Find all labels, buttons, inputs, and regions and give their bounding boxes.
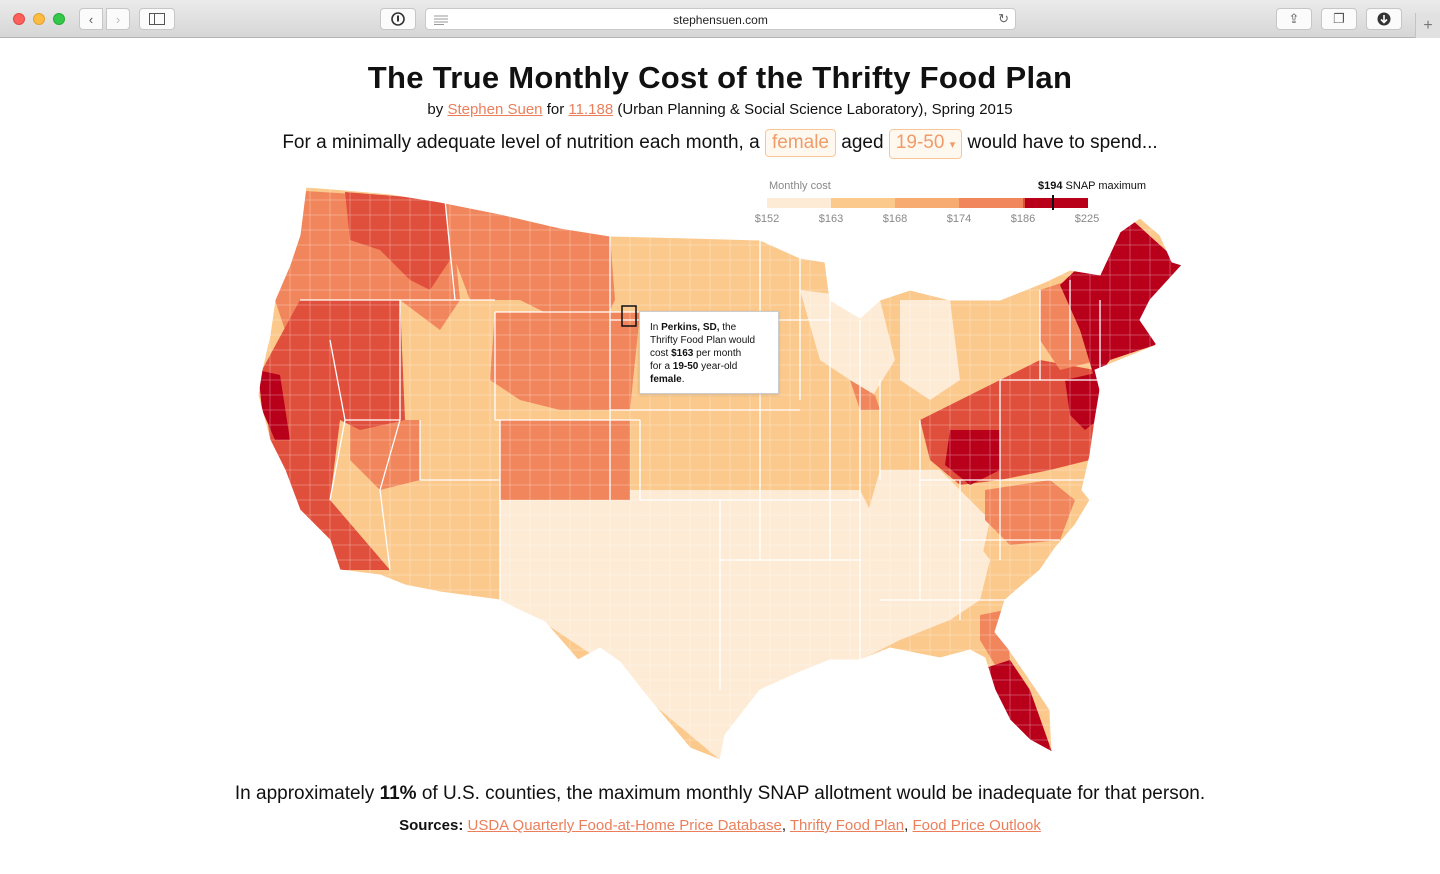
legend-tick-label: $186: [1010, 213, 1036, 225]
highlighted-county[interactable]: [621, 305, 637, 327]
reload-icon[interactable]: ↻: [998, 11, 1009, 26]
source-link-price-database[interactable]: USDA Quarterly Food-at-Home Price Databa…: [467, 817, 782, 834]
legend-scale: [767, 198, 1088, 208]
snap-label: SNAP maximum: [1065, 180, 1147, 192]
privacy-report-button[interactable]: [380, 8, 416, 30]
page-title: The True Monthly Cost of the Thrifty Foo…: [367, 60, 1073, 95]
caret-down-icon: ▾: [949, 139, 956, 151]
county-regions: [258, 187, 1182, 760]
question-sentence: For a minimally adequate level of nutrit…: [0, 128, 1440, 159]
tooltip-text: per month: [696, 348, 742, 359]
summary-before: In approximately: [234, 783, 375, 804]
tooltip-text: .: [681, 374, 685, 385]
county-tooltip: In Perkins, SD, the Thrifty Food Plan wo…: [639, 311, 779, 394]
legend-tick-label: $152: [754, 213, 780, 225]
course-link[interactable]: 11.188: [568, 101, 614, 118]
question-aged: aged: [841, 132, 884, 153]
legend-swatch: [831, 198, 895, 208]
byline-prefix: by: [427, 101, 444, 118]
question-before: For a minimally adequate level of nutrit…: [282, 132, 760, 153]
close-window-button[interactable]: [13, 13, 25, 25]
summary-after: of U.S. counties, the maximum monthly SN…: [421, 783, 1206, 804]
tooltip-gender: female: [650, 374, 682, 385]
tooltip-text: year-old: [701, 361, 738, 372]
sources: Sources: USDA Quarterly Food-at-Home Pri…: [399, 817, 1041, 834]
gender-selector[interactable]: female: [764, 129, 836, 157]
minimize-window-button[interactable]: [33, 13, 45, 25]
legend-tick-label: $168: [882, 213, 908, 225]
source-link-food-price-outlook[interactable]: Food Price Outlook: [912, 817, 1041, 834]
legend-swatch: [1025, 198, 1088, 208]
reader-icon[interactable]: [434, 15, 448, 25]
legend-swatch: [895, 198, 959, 208]
tooltip-text: In: [650, 322, 659, 333]
tooltip-text: cost: [650, 348, 669, 359]
byline: by Stephen Suen for 11.188 (Urban Planni…: [0, 101, 1440, 118]
tooltip-text: Thrifty Food Plan would: [650, 335, 756, 346]
legend-tick-label: $225: [1074, 213, 1100, 225]
plus-icon: +: [1423, 17, 1433, 34]
back-button[interactable]: ‹: [79, 8, 103, 30]
byline-suffix: (Urban Planning & Social Science Laborat…: [617, 101, 1013, 118]
tabs-icon: ❐: [1333, 11, 1345, 26]
byline-for: for: [546, 101, 565, 118]
state-borders: [300, 199, 1101, 690]
legend-title: Monthly cost: [769, 180, 831, 192]
summary-percent: 11%: [379, 783, 417, 804]
tabs-overview-button[interactable]: ❐: [1321, 8, 1357, 30]
source-link-thrifty-food-plan[interactable]: Thrifty Food Plan: [789, 817, 905, 834]
legend-snap-label: $194 SNAP maximum: [1038, 180, 1146, 192]
legend-swatch: [767, 198, 831, 208]
sources-label: Sources:: [399, 817, 464, 834]
author-link[interactable]: Stephen Suen: [447, 101, 543, 118]
new-tab-button[interactable]: +: [1415, 13, 1440, 38]
address-bar[interactable]: stephensuen.com ↻: [425, 8, 1016, 30]
age-group-dropdown[interactable]: 19-50 ▾: [888, 129, 963, 159]
legend-tick-label: $174: [946, 213, 972, 225]
sidebar-icon: [149, 13, 165, 25]
tooltip-age: 19-50: [672, 361, 699, 372]
legend-tick-label: $163: [818, 213, 844, 225]
gender-value: female: [771, 132, 829, 153]
tooltip-county: Perkins, SD,: [661, 322, 720, 333]
sidebar-button[interactable]: [139, 8, 175, 30]
question-after: would have to spend...: [967, 132, 1158, 153]
legend-swatch: [959, 198, 1023, 208]
chevron-right-icon: ›: [115, 11, 121, 27]
summary-sentence: In approximately 11% of U.S. counties, t…: [0, 783, 1440, 805]
chevron-left-icon: ‹: [88, 11, 94, 27]
forward-button[interactable]: ›: [106, 8, 130, 30]
share-icon: ⇪: [1288, 11, 1300, 26]
tooltip-cost: $163: [671, 348, 694, 359]
share-button[interactable]: ⇪: [1276, 8, 1312, 30]
snap-value: $194: [1038, 180, 1063, 192]
age-group-value: 19-50: [895, 132, 945, 153]
maximize-window-button[interactable]: [53, 13, 65, 25]
browser-toolbar: ‹ › stephensuen.com ↻ ⇪ ❐ +: [0, 0, 1440, 38]
tooltip-text: the: [722, 322, 737, 333]
tooltip-text: for a: [650, 361, 671, 372]
info-shield-icon: [391, 12, 405, 26]
url-text: stephensuen.com: [673, 13, 768, 27]
download-icon: [1377, 12, 1391, 26]
downloads-button[interactable]: [1366, 8, 1402, 30]
